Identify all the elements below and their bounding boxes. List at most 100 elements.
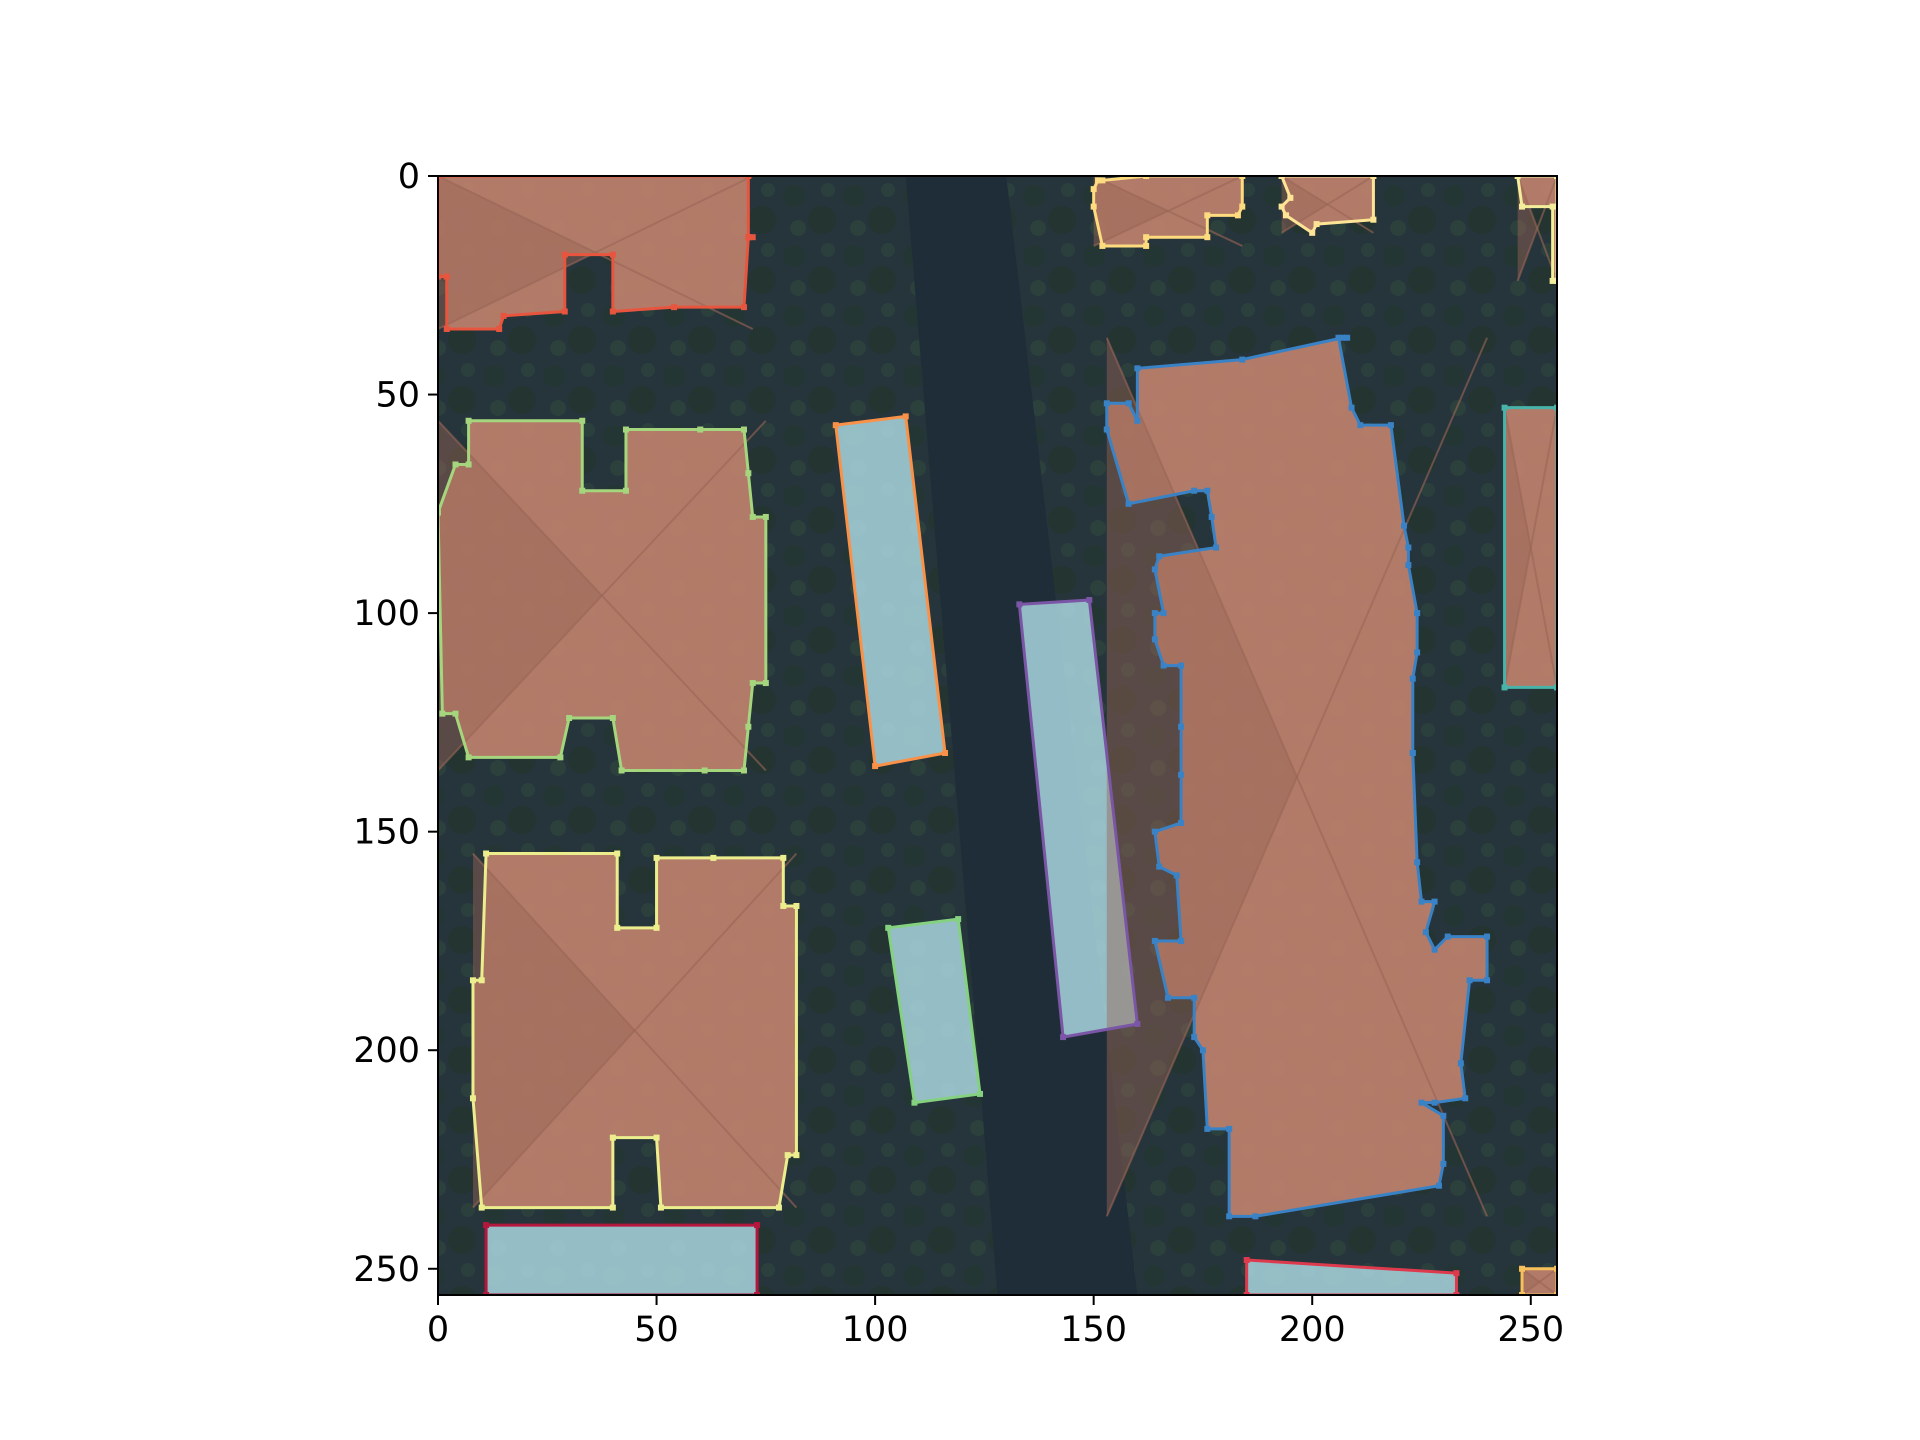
outline-vertex: [1204, 234, 1211, 241]
outline-vertex: [1405, 544, 1412, 551]
outline-vertex: [1422, 929, 1429, 936]
outline-vertex: [1519, 1292, 1526, 1295]
roof-ridge: [1093, 176, 1243, 247]
outline-vertex: [1134, 1020, 1141, 1027]
outline-vertex: [609, 715, 616, 722]
outline-vertex: [1173, 872, 1180, 879]
outline-vertex: [438, 273, 441, 280]
outline-vertex: [745, 470, 752, 477]
roof-shade: [438, 420, 602, 771]
outline-vertex: [1348, 404, 1355, 411]
outline-vertex: [1178, 937, 1185, 944]
roof-ridge: [438, 176, 754, 330]
outline-vertex: [784, 1152, 791, 1159]
outline-vertex: [1204, 1125, 1211, 1132]
outline-vertex: [710, 854, 717, 861]
outline-vertex: [653, 924, 660, 931]
outline-vertex: [1313, 221, 1320, 228]
outline-vertex: [977, 1090, 984, 1097]
outline-vertex: [1435, 1182, 1442, 1189]
outline-vertex: [1519, 203, 1526, 210]
roof-ridge: [1516, 176, 1557, 282]
y-tick-label: 0: [398, 157, 420, 197]
x-axis: 0 50 100 150 200 250: [427, 1295, 1564, 1350]
outline-vertex: [1431, 1099, 1438, 1106]
outline-vertex: [1234, 212, 1241, 219]
pool-outline: [484, 1223, 759, 1295]
outline-vertex: [469, 977, 476, 984]
x-tick-label: 150: [1060, 1310, 1127, 1350]
outline-vertex: [1086, 596, 1093, 603]
outline-vertex: [557, 754, 564, 761]
outline-vertex: [1278, 203, 1285, 210]
roof-ridge: [1521, 1267, 1557, 1295]
outline-vertex: [1414, 649, 1421, 656]
outline-vertex: [942, 749, 949, 756]
outline-vertex: [1501, 684, 1508, 691]
outline-vertex: [1103, 400, 1110, 407]
outline-vertex: [609, 1134, 616, 1141]
outline-vertex: [1554, 1265, 1557, 1272]
outline-vertex: [1178, 771, 1185, 778]
outline-vertex: [1357, 422, 1364, 429]
outline-vertex: [1226, 1125, 1233, 1132]
outline-vertex: [1090, 203, 1097, 210]
outline-vertex: [1239, 203, 1246, 210]
outline-vertex: [561, 308, 568, 315]
outline-vertex: [1549, 277, 1556, 284]
outline-vertex: [653, 854, 660, 861]
outline-vertex: [622, 426, 629, 433]
outline-vertex: [452, 710, 459, 717]
outline-vertex: [1514, 176, 1521, 179]
outline-vertex: [1431, 946, 1438, 953]
x-tick-label: 250: [1497, 1310, 1564, 1350]
outline-vertex: [561, 251, 568, 258]
pool-outline: [1245, 1258, 1458, 1295]
outline-vertex: [614, 924, 621, 931]
outline-vertex: [465, 461, 472, 468]
outline-vertex: [1239, 356, 1246, 363]
outline-vertex: [1199, 1047, 1206, 1054]
outline-vertex: [1125, 400, 1132, 407]
outline-vertex: [1418, 1099, 1425, 1106]
y-tick-label: 200: [353, 1031, 420, 1071]
outline-vertex: [1164, 994, 1171, 1001]
outline-vertex: [740, 304, 747, 311]
roof-shade: [1522, 1268, 1540, 1295]
outline-vertex: [1370, 176, 1377, 179]
outline-vertex: [478, 977, 485, 984]
outline-vertex: [1090, 186, 1097, 193]
outline-vertex: [1204, 487, 1211, 494]
roof-shade: [1504, 407, 1531, 688]
outline-vertex: [609, 308, 616, 315]
outline-vertex: [1213, 544, 1220, 551]
outline-vertex: [1453, 1270, 1460, 1277]
outline-vertex: [1339, 334, 1346, 341]
pool-surface: [1019, 599, 1138, 1038]
outline-vertex: [1484, 977, 1491, 984]
outline-vertex: [1440, 1160, 1447, 1167]
roof-shade: [1093, 176, 1168, 246]
outline-vertex: [762, 513, 769, 520]
outline-vertex: [622, 487, 629, 494]
outline-vertex: [754, 1222, 761, 1229]
outline-vertex: [1103, 426, 1110, 433]
outline-vertex: [1554, 404, 1557, 411]
outline-vertex: [1401, 522, 1408, 529]
outline-vertex: [1409, 675, 1416, 682]
outline-vertex: [1405, 562, 1412, 569]
y-tick-label: 100: [353, 594, 420, 634]
outline-vertex: [1134, 417, 1141, 424]
outline-vertex: [443, 273, 450, 280]
outline-vertex: [832, 422, 839, 429]
outline-vertex: [793, 1152, 800, 1159]
outline-vertex: [438, 176, 441, 179]
building-outline: [1520, 1267, 1557, 1295]
outline-vertex: [1204, 212, 1211, 219]
outline-vertex: [955, 916, 962, 923]
outline-vertex: [1252, 1213, 1259, 1220]
outline-vertex: [1143, 234, 1150, 241]
outline-vertex: [671, 304, 678, 311]
outline-vertex: [1143, 242, 1150, 249]
